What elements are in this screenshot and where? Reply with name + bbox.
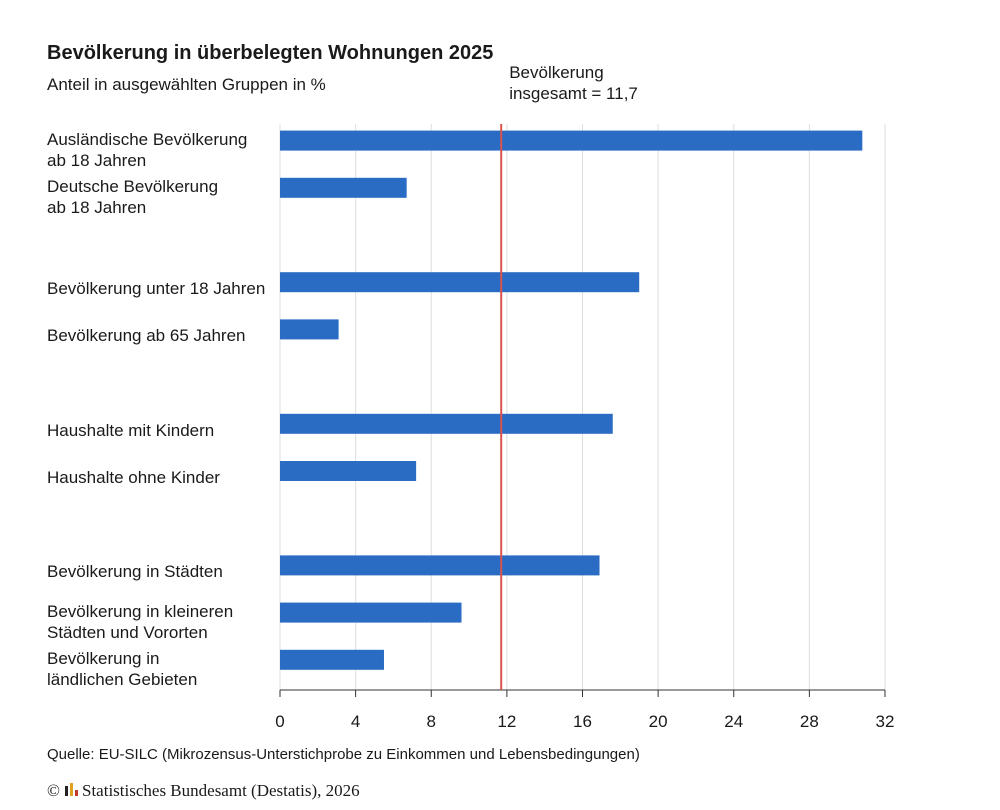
y-tick-label: Haushalte ohne Kinder: [47, 468, 220, 487]
copyright-symbol: ©: [47, 781, 60, 800]
x-tick-label: 16: [573, 712, 592, 731]
y-tick-label: Bevölkerung unter 18 Jahren: [47, 279, 266, 299]
y-tick-label: Bevölkerung ab 65 Jahren: [47, 326, 246, 346]
bar: [280, 319, 339, 340]
bar: [280, 602, 462, 623]
x-tick-label: 32: [875, 712, 895, 731]
bar: [280, 413, 613, 434]
bar: [280, 272, 640, 293]
x-tick-label: 4: [350, 712, 361, 731]
source: Quelle: EU-SILC (Mikrozensus-Unterstichp…: [47, 746, 640, 763]
bar: [280, 461, 417, 481]
reference-label: Bevölkerung insgesamt = 11,7: [509, 63, 638, 103]
x-tick-label: 24: [724, 712, 744, 731]
x-tick-label: 28: [799, 712, 819, 731]
y-tick-label: Ausländische Bevölkerung ab 18 Jahren: [47, 129, 248, 170]
y-tick-label: Deutsche Bevölkerung ab 18 Jahren: [47, 176, 219, 217]
y-tick-label: Bevölkerung in ländlichen Gebieten: [47, 648, 198, 689]
y-tick-label: Bevölkerung in kleineren Städten und Vor…: [47, 601, 234, 642]
subtitle: Anteil in ausgewählten Gruppen in %: [47, 75, 326, 94]
bar: [280, 555, 600, 576]
x-tick-label: 20: [648, 712, 668, 731]
x-tick-label: 12: [497, 712, 517, 731]
x-tick-label: 0: [275, 712, 285, 731]
bar: [280, 177, 407, 198]
logo: [65, 783, 78, 796]
footer: Statistisches Bundesamt (Destatis), 2026: [82, 781, 360, 800]
y-tick-label: Bevölkerung in Städten: [47, 562, 223, 582]
chart-title: Bevölkerung in überbelegten Wohnungen 20…: [47, 42, 494, 64]
bar: [280, 130, 863, 151]
bar: [280, 649, 384, 670]
x-tick-label: 8: [426, 712, 436, 731]
y-tick-label: Haushalte mit Kindern: [47, 420, 215, 440]
